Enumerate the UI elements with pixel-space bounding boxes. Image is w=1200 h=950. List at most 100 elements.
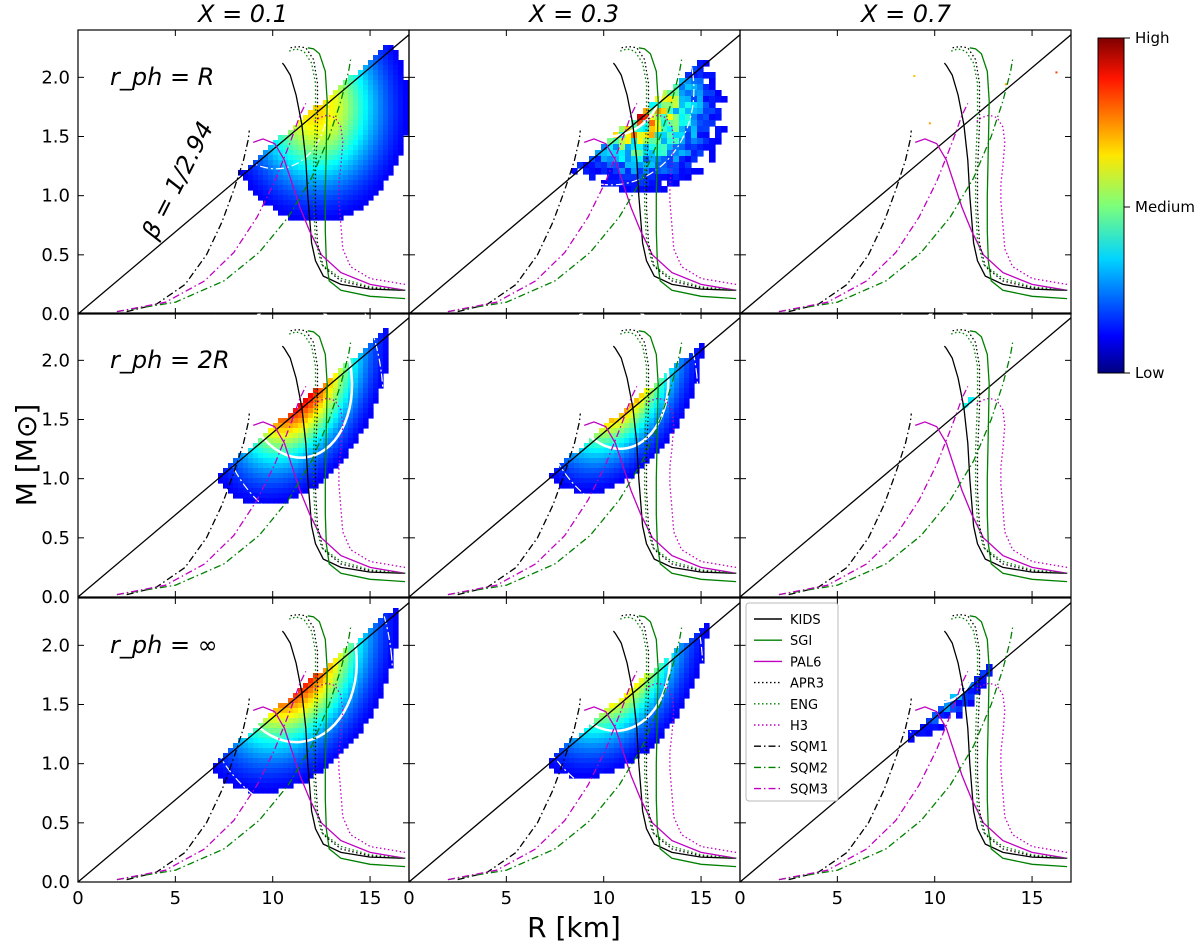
curve-eng [950, 616, 1068, 859]
contour-95 [519, 598, 704, 798]
y-tick-label: 2.0 [41, 67, 70, 88]
legend-entry-apr3: APR3 [790, 677, 824, 692]
x-tick-label: 0 [403, 888, 414, 909]
contour-68 [219, 30, 307, 126]
curve-h3 [975, 397, 1068, 569]
panel-frame [739, 312, 1072, 598]
panel-frame [739, 29, 1072, 315]
curve-apr3 [621, 45, 737, 291]
contour-68 [550, 30, 665, 138]
y-tick-label: 0.0 [41, 304, 70, 325]
panel-r1-c3 [739, 29, 1072, 315]
curve-sqm1 [457, 413, 581, 596]
curve-pal6 [252, 138, 406, 291]
curve-pal6 [583, 138, 737, 291]
contour-95 [196, 30, 330, 170]
y-tick-label: 2.0 [41, 635, 70, 656]
panel-r2-c1: 0.0 0.5 1.0 1.5 2.0 r_ph = 2R [41, 312, 410, 608]
curve-sqm3 [447, 103, 638, 313]
panel-r1-c1: 0.0 0.5 1.0 1.5 2.0 r_ph = R β = 1/2.94 [41, 29, 410, 325]
curve-sgi [307, 615, 406, 868]
causality-line [740, 601, 1071, 882]
curve-apr3 [952, 613, 1068, 859]
y-tick-label: 1.0 [41, 754, 70, 775]
y-tick-label: 2.0 [41, 350, 70, 371]
panel-r2-c3 [739, 312, 1072, 598]
causality-line [78, 33, 409, 314]
y-tick-label: 1.5 [41, 695, 70, 716]
curve-sqm1 [788, 130, 912, 313]
causality-line [78, 316, 409, 597]
contour-68 [238, 313, 354, 459]
curve-eng [950, 48, 1068, 291]
legend-entry-sgi: SGI [790, 634, 812, 649]
curve-sqm3 [447, 386, 638, 596]
panel-r3-c3: 0 5 10 15 KIDS SGI PAL6 APR3 ENG H3 SQM1 SQM2 SQM3 [734, 597, 1072, 909]
contour-68 [226, 598, 358, 744]
beta-annotation: β = 1/2.94 [136, 117, 219, 244]
causality-line [740, 316, 1071, 597]
x-tick-label: 15 [690, 888, 713, 909]
curve-sqm1 [126, 698, 250, 881]
curve-eng [619, 48, 737, 291]
legend: KIDS SGI PAL6 APR3 ENG H3 SQM1 SQM2 SQM3 [745, 602, 839, 802]
y-axis-title: M [M⊙] [10, 404, 43, 507]
legend-entry-pal6: PAL6 [790, 655, 821, 670]
y-tick-label: 1.5 [41, 410, 70, 431]
causality-line [409, 601, 740, 882]
row-label: r_ph = 2R [110, 346, 230, 374]
contour-68 [913, 313, 987, 415]
ticks [408, 598, 740, 883]
colorbar: High Medium Low [1097, 29, 1195, 382]
curve-kids [943, 630, 1068, 859]
curve-sqm3 [116, 386, 307, 596]
curve-sqm1 [126, 130, 250, 313]
curve-sgi [638, 47, 737, 300]
curve-sgi [638, 330, 737, 583]
curve-sqm3 [778, 103, 969, 313]
panel-r2-c2 [408, 312, 741, 598]
curve-apr3 [290, 328, 406, 574]
curve-sqm1 [126, 413, 250, 596]
curve-eng [288, 331, 406, 574]
ticks [77, 30, 409, 315]
y-tick-label: 0.5 [41, 245, 70, 266]
curve-pal6 [914, 138, 1068, 291]
panel-r3-c2: 0 5 10 15 [403, 597, 741, 909]
curve-sqm3 [116, 103, 307, 313]
contour-95 [894, 313, 1006, 460]
legend-entry-sqm3: SQM3 [790, 783, 828, 798]
curve-apr3 [621, 613, 737, 859]
curve-sqm3 [447, 671, 638, 881]
curve-sqm1 [457, 698, 581, 881]
column-titles: X = 0.1 X = 0.3 X = 0.7 [196, 0, 952, 28]
y-tick-label: 1.5 [41, 127, 70, 148]
density-map [213, 608, 399, 794]
y-tick-label: 0.5 [41, 813, 70, 834]
ticks [77, 598, 409, 883]
x-tick-label: 10 [592, 888, 615, 909]
contour-68 [899, 598, 979, 704]
curve-eng [619, 331, 737, 574]
colorbar-label-low: Low [1135, 364, 1165, 382]
curve-eng [950, 331, 1068, 574]
x-tick-label: 15 [1021, 888, 1044, 909]
curve-eng [619, 616, 737, 859]
density-map [549, 343, 705, 494]
curve-sqm1 [788, 698, 912, 881]
curve-eng [288, 48, 406, 291]
curve-pal6 [252, 421, 406, 574]
contour-68 [561, 313, 670, 451]
curve-sgi [638, 615, 737, 868]
ticks [739, 598, 1071, 883]
curve-sqm1 [788, 413, 912, 596]
column-title-3: X = 0.7 [859, 0, 952, 28]
curve-kids [281, 62, 406, 291]
curve-sgi [969, 330, 1068, 583]
curve-kids [281, 630, 406, 859]
curve-sqm3 [778, 386, 969, 596]
ticks [408, 313, 740, 598]
curve-apr3 [952, 328, 1068, 574]
colorbar-label-medium: Medium [1135, 198, 1195, 216]
curve-h3 [975, 682, 1068, 854]
